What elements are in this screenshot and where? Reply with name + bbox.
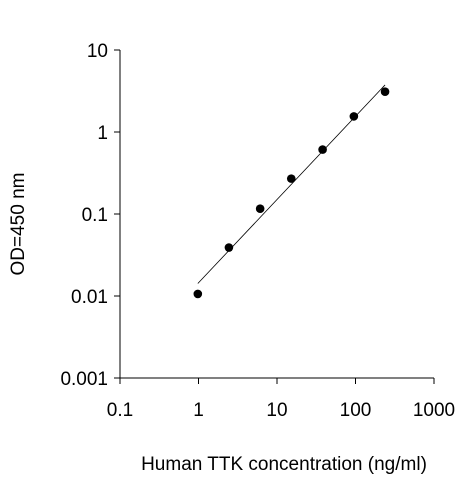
y-tick-label: 0.001 — [60, 369, 108, 390]
y-ticks: 0.001 0.01 0.1 1 10 — [60, 41, 120, 390]
x-tick-label: 10 — [266, 400, 287, 421]
data-point — [318, 145, 327, 154]
y-axis-label: OD=450 nm — [8, 173, 29, 276]
x-tick-label: 1 — [193, 400, 204, 421]
x-tick-label: 0.1 — [107, 400, 133, 421]
x-tick-label: 100 — [340, 400, 372, 421]
y-tick-label: 10 — [87, 41, 108, 62]
data-point — [380, 87, 390, 97]
data-point — [255, 204, 265, 214]
x-ticks: 0.1 1 10 100 1000 — [107, 378, 455, 421]
data-point — [286, 174, 296, 183]
data-point — [349, 112, 359, 121]
x-axis-label: Human TTK concentration (ng/ml) — [141, 454, 427, 475]
data-points — [193, 87, 390, 299]
data-point — [224, 243, 234, 252]
x-tick-label: 1000 — [413, 400, 455, 421]
data-point — [193, 289, 203, 299]
plot-frame — [119, 50, 434, 379]
y-tick-label: 1 — [97, 123, 108, 144]
y-tick-label: 0.01 — [71, 287, 108, 308]
y-tick-label: 0.1 — [82, 205, 108, 226]
